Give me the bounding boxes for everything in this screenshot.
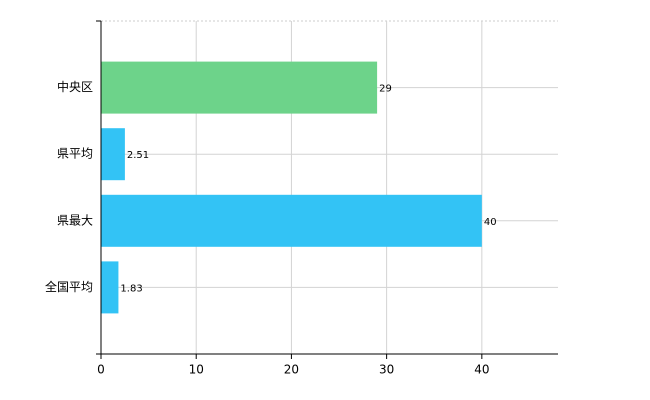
y-tick-label: 県最大 [57, 213, 93, 227]
x-tick-label: 10 [189, 363, 204, 377]
bar [101, 261, 119, 314]
y-tick-label: 全国平均 [45, 279, 93, 294]
x-tick-label: 20 [284, 363, 299, 377]
y-tick-label: 中央区 [57, 79, 93, 94]
bar [101, 194, 482, 247]
bar [101, 128, 125, 181]
bar [101, 61, 378, 114]
x-tick-label: 40 [474, 363, 489, 377]
x-tick-label: 0 [97, 363, 105, 377]
x-tick-label: 30 [379, 363, 394, 377]
value-label: 40 [484, 217, 497, 228]
y-tick-label: 県平均 [57, 147, 93, 161]
value-label: 2.51 [127, 150, 149, 161]
value-label: 1.83 [120, 283, 142, 294]
value-label: 29 [379, 84, 392, 95]
